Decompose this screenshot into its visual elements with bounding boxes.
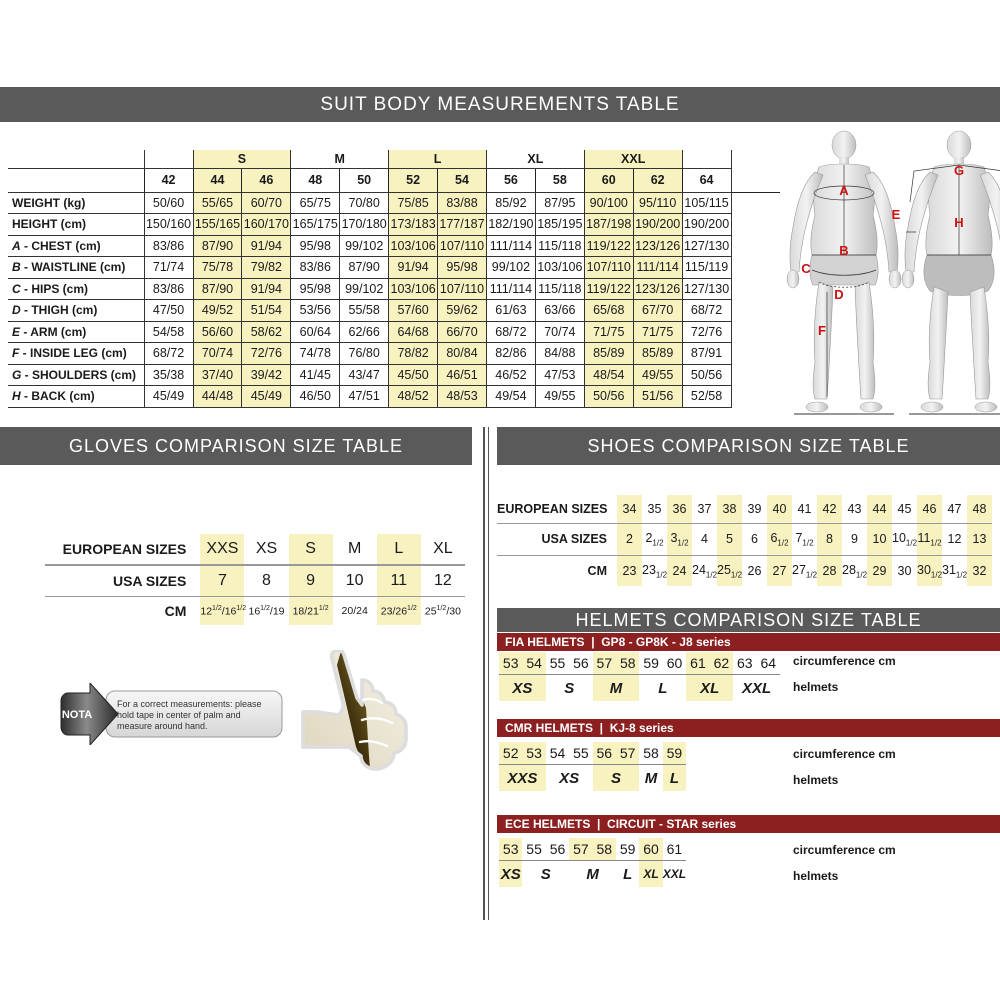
svg-text:H: H: [954, 215, 963, 230]
svg-text:F: F: [818, 323, 826, 338]
svg-text:B: B: [839, 243, 848, 258]
svg-text:D: D: [834, 287, 843, 302]
svg-text:C: C: [801, 261, 811, 276]
svg-text:measure around hand.: measure around hand.: [117, 721, 208, 731]
svg-text:hold tape in center of pa: hold tape in center of palm and: [117, 710, 241, 720]
svg-text:G: G: [954, 163, 964, 178]
svg-text:For a correct measurements: pl: For a correct measurements: please: [117, 699, 262, 709]
svg-text:A: A: [839, 183, 849, 198]
svg-text:NOTA: NOTA: [62, 709, 92, 721]
svg-text:E: E: [892, 207, 901, 222]
